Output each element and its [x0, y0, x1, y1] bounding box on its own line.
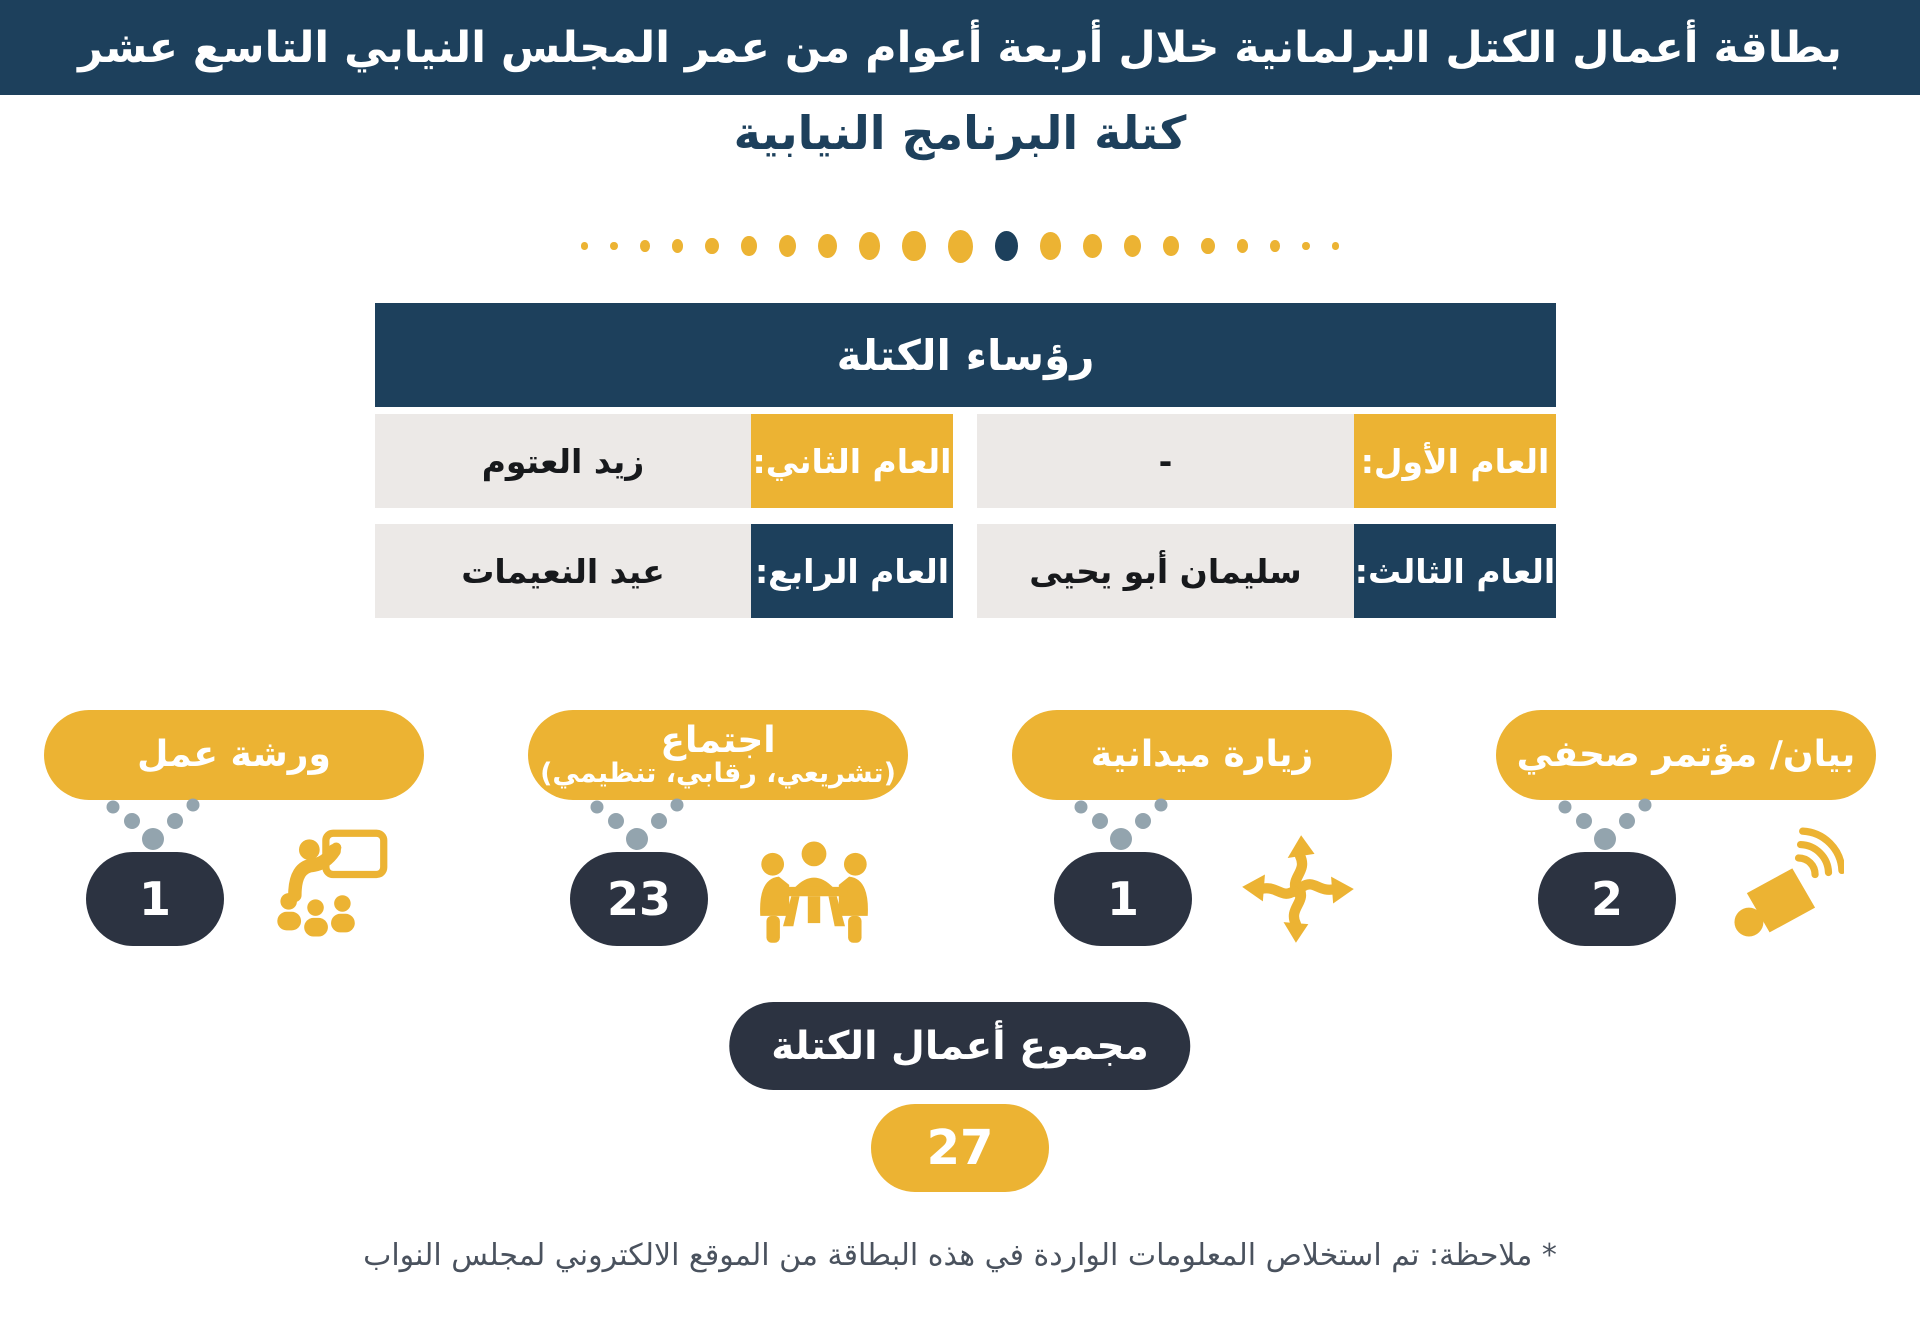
crossed-arrows-icon — [1242, 835, 1354, 943]
stat-value-pill: 1 — [1054, 852, 1192, 946]
total-label-pill: مجموع أعمال الكتلة — [729, 1002, 1191, 1090]
stat-card-workshop: ورشة عمل 1 — [38, 710, 430, 960]
year-label-cell: العام الأول: — [1354, 414, 1556, 508]
row-spacer — [953, 524, 977, 618]
stat-title-pill: اجتماع (تشريعي، رقابي، تنظيمي) — [528, 710, 908, 800]
stat-card-press-statement: بيان/ مؤتمر صحفي 2 — [1490, 710, 1882, 960]
year-label-cell: العام الثاني: — [751, 414, 953, 508]
leader-name-cell: زيد العتوم — [375, 414, 751, 508]
workshop-presenter-icon — [277, 829, 388, 937]
dots-separator — [0, 222, 1920, 270]
year-label-cell: العام الرابع: — [751, 524, 953, 618]
megaphone-icon — [1734, 827, 1844, 937]
year-label-cell: العام الثالث: — [1354, 524, 1556, 618]
table-header: رؤساء الكتلة — [375, 303, 1556, 407]
stats-row: بيان/ مؤتمر صحفي 2 زيارة ميدانية — [0, 710, 1920, 960]
stat-card-field-visit: زيارة ميدانية 1 — [1006, 710, 1398, 960]
meeting-people-icon — [760, 841, 868, 943]
page-title: بطاقة أعمال الكتل البرلمانية خلال أربعة … — [78, 22, 1842, 73]
bloc-name-subtitle: كتلة البرنامج النيابية — [733, 106, 1187, 160]
leader-name-cell: عيد النعيمات — [375, 524, 751, 618]
stat-title-pill: زيارة ميدانية — [1012, 710, 1392, 800]
bloc-leaders-table: رؤساء الكتلة العام الأول: - العام الثاني… — [375, 303, 1556, 634]
stat-value-pill: 23 — [570, 852, 708, 946]
stat-title-pill: ورشة عمل — [44, 710, 424, 800]
footnote: * ملاحظة: تم استخلاص المعلومات الواردة ف… — [363, 1238, 1557, 1273]
table-row: العام الأول: - العام الثاني: زيد العتوم — [375, 414, 1556, 508]
total-value-pill: 27 — [871, 1104, 1049, 1192]
stat-value-pill: 1 — [86, 852, 224, 946]
title-banner: بطاقة أعمال الكتل البرلمانية خلال أربعة … — [0, 0, 1920, 95]
leader-name-cell: - — [977, 414, 1354, 508]
row-spacer — [953, 414, 977, 508]
stat-title-pill: بيان/ مؤتمر صحفي — [1496, 710, 1876, 800]
table-row: العام الثالث: سليمان أبو يحيى العام الرا… — [375, 524, 1556, 618]
leader-name-cell: سليمان أبو يحيى — [977, 524, 1354, 618]
stat-value-pill: 2 — [1538, 852, 1676, 946]
stat-card-meeting: اجتماع (تشريعي، رقابي، تنظيمي) 23 — [522, 710, 914, 960]
